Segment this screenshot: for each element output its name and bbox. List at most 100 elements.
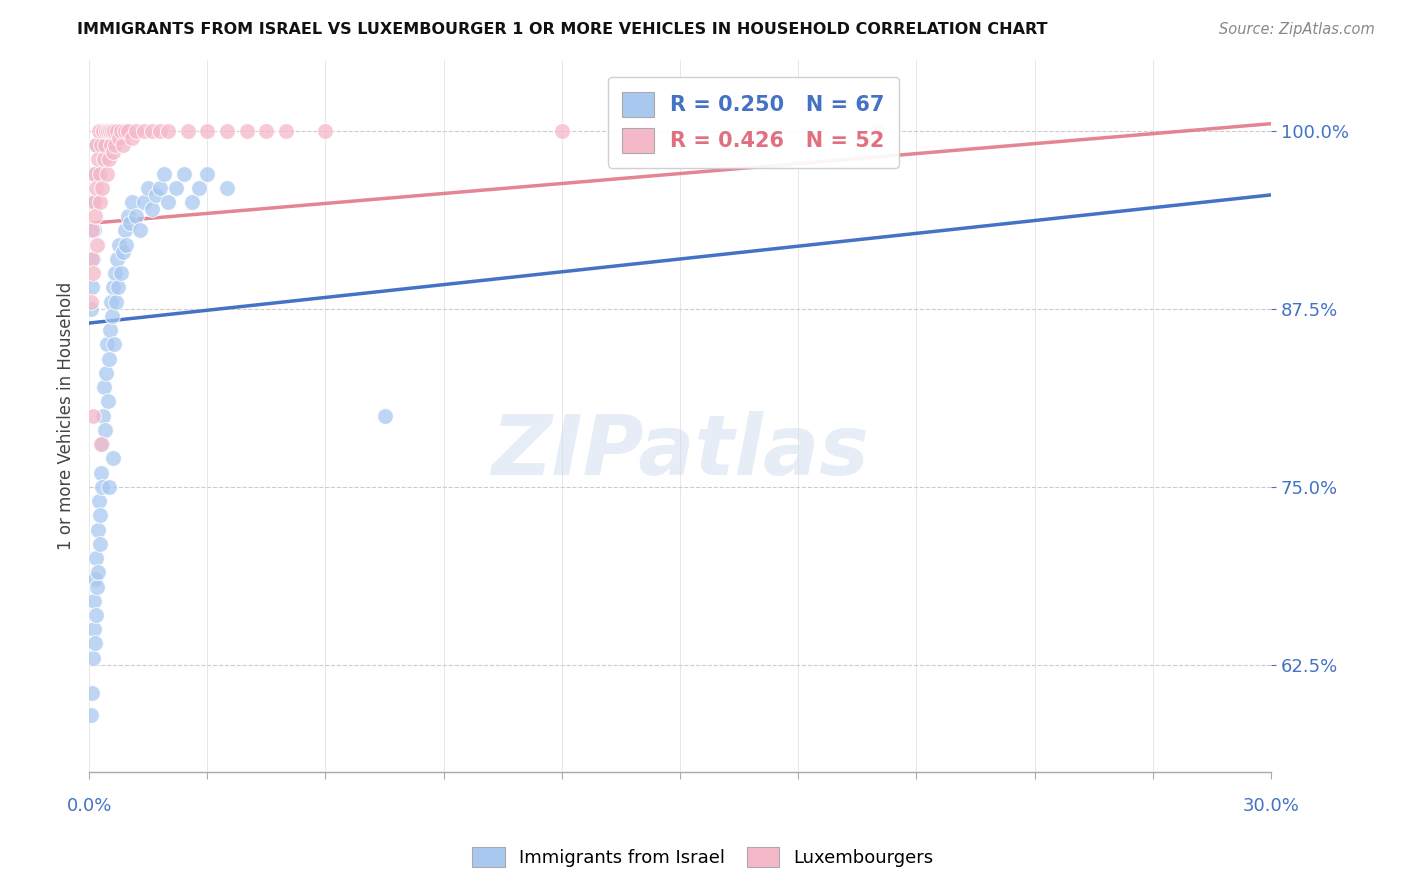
Point xyxy=(215,124,238,138)
Text: 30.0%: 30.0% xyxy=(1243,797,1299,814)
Point xyxy=(98,124,121,138)
Point xyxy=(104,294,127,309)
Point xyxy=(121,194,143,209)
Point xyxy=(83,223,105,237)
Point xyxy=(96,337,118,351)
Point xyxy=(866,124,889,138)
Point xyxy=(80,252,103,266)
Point xyxy=(97,351,120,366)
Point xyxy=(136,181,159,195)
Point xyxy=(87,124,110,138)
Point xyxy=(89,537,111,551)
Point xyxy=(134,124,156,138)
Point xyxy=(314,124,336,138)
Point xyxy=(84,636,107,650)
Point xyxy=(87,523,110,537)
Point xyxy=(176,124,198,138)
Legend: R = 0.250   N = 67, R = 0.426   N = 52: R = 0.250 N = 67, R = 0.426 N = 52 xyxy=(607,77,900,168)
Point xyxy=(551,124,574,138)
Point xyxy=(156,124,179,138)
Point xyxy=(86,237,108,252)
Point xyxy=(105,124,128,138)
Point xyxy=(86,580,108,594)
Point xyxy=(100,138,122,153)
Point xyxy=(94,423,117,437)
Point xyxy=(94,138,117,153)
Point xyxy=(83,573,105,587)
Point xyxy=(83,194,105,209)
Point xyxy=(115,237,138,252)
Point xyxy=(165,181,187,195)
Point xyxy=(110,124,132,138)
Point xyxy=(84,607,107,622)
Point xyxy=(90,466,112,480)
Point xyxy=(156,194,179,209)
Point xyxy=(103,337,125,351)
Point xyxy=(104,138,127,153)
Point xyxy=(107,237,129,252)
Point xyxy=(125,124,148,138)
Point xyxy=(84,209,107,223)
Point xyxy=(235,124,257,138)
Point xyxy=(90,437,112,451)
Point xyxy=(254,124,277,138)
Point xyxy=(89,167,111,181)
Point xyxy=(86,138,108,153)
Point xyxy=(80,280,103,294)
Point xyxy=(101,124,124,138)
Point xyxy=(129,223,152,237)
Point xyxy=(82,409,104,423)
Point xyxy=(82,686,104,700)
Point xyxy=(215,181,238,195)
Point xyxy=(107,280,129,294)
Point xyxy=(173,167,195,181)
Point xyxy=(91,437,114,451)
Point xyxy=(97,480,120,494)
Point xyxy=(149,124,172,138)
Point xyxy=(111,244,134,259)
Point xyxy=(101,280,124,294)
Point xyxy=(180,194,202,209)
Text: ZIPatlas: ZIPatlas xyxy=(491,410,869,491)
Point xyxy=(98,323,121,337)
Point xyxy=(101,451,124,466)
Point xyxy=(104,266,127,280)
Point xyxy=(100,294,122,309)
Point xyxy=(87,494,110,508)
Point xyxy=(103,124,125,138)
Point xyxy=(111,138,134,153)
Point xyxy=(107,131,129,145)
Point xyxy=(97,394,120,409)
Point xyxy=(105,252,128,266)
Point xyxy=(87,153,110,167)
Point xyxy=(91,124,114,138)
Point xyxy=(90,138,112,153)
Point xyxy=(80,707,103,722)
Point xyxy=(94,366,117,380)
Point xyxy=(141,124,163,138)
Point xyxy=(195,167,218,181)
Point xyxy=(96,167,118,181)
Point xyxy=(84,181,107,195)
Point xyxy=(114,124,136,138)
Point xyxy=(149,181,172,195)
Point xyxy=(93,380,115,394)
Point xyxy=(145,187,167,202)
Legend: Immigrants from Israel, Luxembourgers: Immigrants from Israel, Luxembourgers xyxy=(465,839,941,874)
Point xyxy=(84,138,107,153)
Point xyxy=(80,301,103,316)
Point xyxy=(80,294,103,309)
Point xyxy=(93,153,115,167)
Point xyxy=(89,508,111,523)
Point xyxy=(91,409,114,423)
Point xyxy=(101,309,124,323)
Point xyxy=(97,124,120,138)
Point xyxy=(110,266,132,280)
Point xyxy=(82,266,104,280)
Point xyxy=(274,124,297,138)
Point xyxy=(114,223,136,237)
Point xyxy=(94,124,117,138)
Text: Source: ZipAtlas.com: Source: ZipAtlas.com xyxy=(1219,22,1375,37)
Point xyxy=(82,252,104,266)
Point xyxy=(117,124,139,138)
